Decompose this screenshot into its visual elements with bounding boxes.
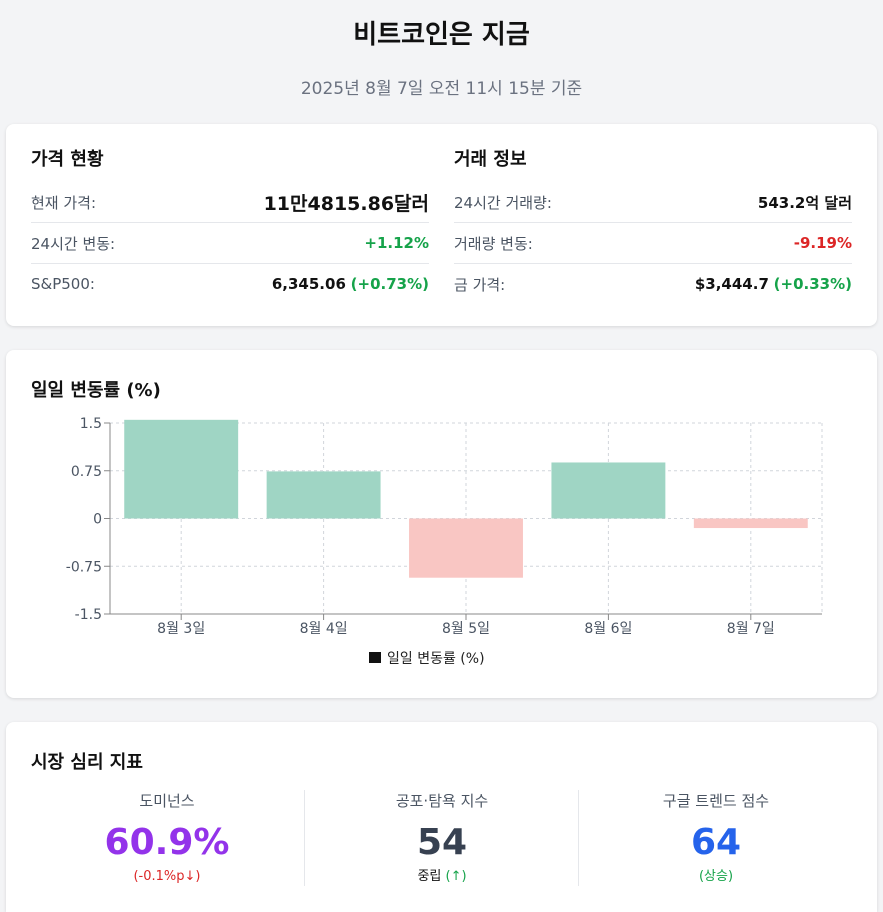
- volume-value: 543.2억 달러: [757, 193, 852, 212]
- gold-change: (+0.33%): [773, 275, 852, 293]
- fear-greed-metric: 공포·탐욕 지수 54 중립 (↑): [305, 790, 579, 886]
- change-24h-row: 24시간 변동: +1.12%: [31, 223, 429, 264]
- y-tick-label: -1.5: [75, 607, 102, 623]
- sentiment-title: 시장 심리 지표: [31, 752, 143, 773]
- sp500-value: 6,345.06: [271, 275, 346, 293]
- volume-label: 24시간 거래량:: [454, 193, 552, 212]
- current-price-value: 11만4815.86달러: [263, 192, 429, 215]
- gold-row: 금 가격: $3,444.7 (+0.33%): [454, 264, 852, 304]
- fear-greed-value: 54: [416, 822, 468, 863]
- google-trend-metric: 구글 트렌드 점수 64 (상승): [579, 790, 853, 886]
- change-24h-value: +1.12%: [364, 234, 429, 252]
- fear-greed-trend: (↑): [445, 869, 467, 884]
- bar: [124, 419, 239, 519]
- legend-swatch: [369, 652, 381, 663]
- current-price-label: 현재 가격:: [31, 193, 97, 212]
- price-status-title: 가격 현황: [31, 149, 104, 170]
- volume-change-value: -9.19%: [793, 234, 852, 252]
- x-tick-label: 8월 7일: [727, 621, 775, 637]
- bar: [693, 518, 808, 529]
- price-status-section: 가격 현황 현재 가격: 11만4815.86달러 24시간 변동: +1.12…: [31, 148, 429, 304]
- change-24h-label: 24시간 변동:: [31, 234, 116, 253]
- x-tick-label: 8월 3일: [157, 621, 205, 637]
- sp500-label: S&P500:: [31, 275, 95, 293]
- sp500-change: (+0.73%): [350, 275, 429, 293]
- x-tick-label: 8월 6일: [584, 621, 632, 637]
- bar: [409, 518, 523, 578]
- x-tick-label: 8월 5일: [442, 621, 490, 637]
- gold-value-group: $3,444.7 (+0.33%): [695, 275, 852, 293]
- trade-info-section: 거래 정보 24시간 거래량: 543.2억 달러 거래량 변동: -9.19%…: [454, 148, 852, 304]
- current-price-row: 현재 가격: 11만4815.86달러: [31, 182, 429, 223]
- trade-info-title: 거래 정보: [454, 149, 527, 170]
- volume-change-row: 거래량 변동: -9.19%: [454, 223, 852, 264]
- google-trend-value: 64: [690, 822, 742, 863]
- y-tick-label: 1.5: [80, 416, 102, 432]
- volume-change-label: 거래량 변동:: [454, 234, 533, 253]
- y-tick-label: 0: [93, 512, 102, 528]
- sp500-value-group: 6,345.06 (+0.73%): [272, 275, 429, 293]
- google-trend-change: (상승): [698, 869, 734, 884]
- fear-greed-sub: 중립 (↑): [305, 868, 579, 886]
- sentiment-card: 시장 심리 지표 도미넌스 60.9% (-0.1%p↓) 공포·탐욕 지수 5…: [6, 722, 877, 912]
- info-card: 가격 현황 현재 가격: 11만4815.86달러 24시간 변동: +1.12…: [6, 124, 877, 326]
- y-tick-label: -0.75: [66, 559, 102, 575]
- page-title: 비트코인은 지금: [353, 20, 530, 50]
- sp500-row: S&P500: 6,345.06 (+0.73%): [31, 264, 429, 304]
- chart-title: 일일 변동률 (%): [31, 380, 161, 401]
- fear-greed-label: 공포·탐욕 지수: [395, 792, 489, 810]
- y-tick-label: 0.75: [71, 464, 102, 480]
- metric-divider: [304, 790, 305, 886]
- dominance-value: 60.9%: [104, 822, 230, 863]
- dominance-metric: 도미넌스 60.9% (-0.1%p↓): [30, 790, 304, 886]
- google-trend-label: 구글 트렌드 점수: [662, 792, 770, 810]
- bar: [266, 471, 381, 519]
- daily-change-chart: 1.5 0.75 0 -0.75 -1.5 8월 3일 8월 4일 8월 5일 8월 6일 8월 …: [66, 416, 823, 667]
- dominance-change: (-0.1%p↓): [133, 869, 201, 884]
- dominance-label: 도미넌스: [139, 792, 195, 810]
- page-subtitle: 2025년 8월 7일 오전 11시 15분 기준: [300, 79, 583, 99]
- chart-card: 일일 변동률 (%) 1.5 0.75 0 -0.75 -1.5 8월 3일 8월 4일 8월…: [6, 350, 877, 698]
- legend-label: 일일 변동률 (%): [387, 651, 485, 667]
- x-tick-label: 8월 4일: [300, 621, 348, 637]
- gold-label: 금 가격:: [454, 275, 506, 294]
- fear-greed-state: 중립: [417, 869, 442, 884]
- volume-row: 24시간 거래량: 543.2억 달러: [454, 182, 852, 223]
- metric-divider: [578, 790, 579, 886]
- gold-value: $3,444.7: [694, 275, 769, 293]
- bar: [551, 462, 666, 519]
